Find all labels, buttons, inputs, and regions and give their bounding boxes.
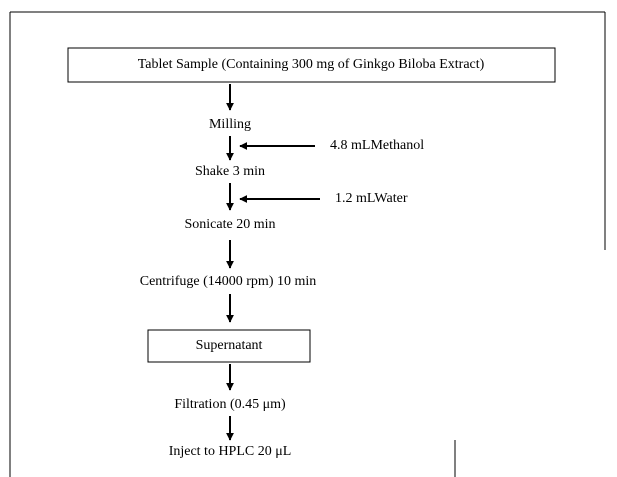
step-label: Tablet Sample (Containing 300 mg of Gink…: [138, 57, 485, 72]
step-label: Inject to HPLC 20 μL: [169, 444, 292, 459]
step-label: Supernatant: [196, 338, 263, 353]
step-label: Sonicate 20 min: [185, 217, 276, 232]
addition-label: 4.8 mLMethanol: [330, 138, 424, 153]
step-label: Centrifuge (14000 rpm) 10 min: [140, 274, 317, 289]
step-label: Milling: [209, 117, 251, 132]
step-label: Filtration (0.45 μm): [174, 397, 286, 412]
addition-label: 1.2 mLWater: [335, 191, 408, 206]
supernatant-box: [147, 329, 311, 363]
step-label: Shake 3 min: [195, 164, 265, 179]
frame: [9, 11, 606, 477]
start-box: [67, 47, 556, 83]
